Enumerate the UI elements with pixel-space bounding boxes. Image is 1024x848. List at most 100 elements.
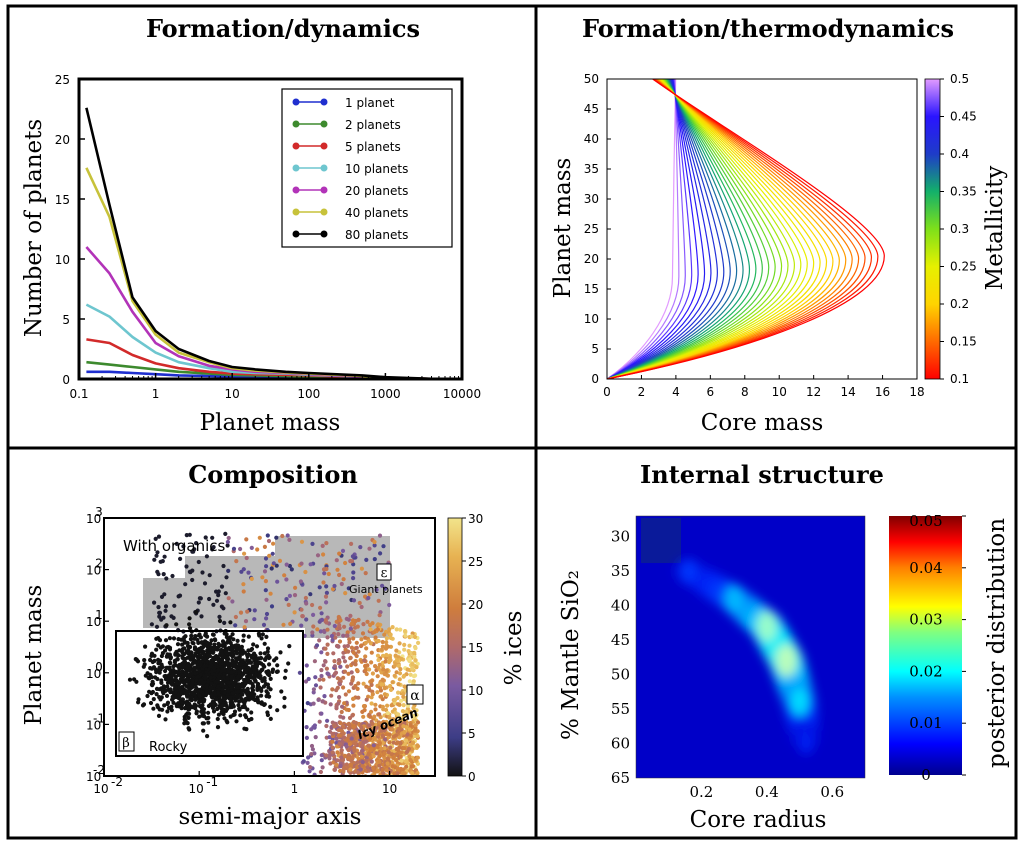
scatter-point [187, 569, 192, 575]
metallicity-curve [607, 79, 873, 379]
scatter-point [341, 715, 346, 720]
scatter-point [211, 709, 217, 714]
legend-marker [292, 120, 300, 128]
scatter-point [245, 676, 251, 682]
scatter-point [171, 664, 176, 669]
scatter-point [214, 598, 220, 603]
y-tick-label: 65 [611, 769, 630, 787]
x-axis-label: semi-major axis [178, 804, 361, 830]
heatmap-cell [641, 518, 681, 563]
scatter-point [254, 656, 260, 661]
metallicity-curve [607, 79, 751, 379]
scatter-point [229, 684, 234, 689]
scatter-point [394, 648, 399, 653]
scatter-point [303, 679, 309, 684]
scatter-point [319, 673, 324, 679]
scatter-point [262, 678, 267, 683]
scatter-point [398, 667, 403, 672]
scatter-point [375, 674, 380, 679]
scatter-point [396, 712, 401, 717]
scatter-point [197, 694, 202, 699]
scatter-point [264, 694, 269, 699]
scatter-point [342, 659, 348, 664]
scatter-point [336, 733, 342, 738]
scatter-point [185, 640, 190, 646]
scatter-point [286, 661, 291, 666]
scatter-point [243, 662, 248, 667]
heatmap-peak [789, 688, 810, 717]
legend-label: 80 planets [345, 228, 408, 242]
scatter-point [163, 717, 168, 722]
scatter-point [220, 651, 225, 656]
scatter-point [372, 735, 377, 740]
scatter-point [319, 617, 325, 623]
x-tick-label: 18 [909, 385, 924, 399]
scatter-point [405, 732, 410, 737]
scatter-point [342, 753, 347, 758]
y-tick-label: 35 [611, 562, 630, 580]
scatter-point [171, 672, 176, 677]
scatter-point [347, 715, 353, 721]
scatter-point [222, 620, 227, 626]
scatter-point [204, 554, 209, 559]
scatter-point [235, 638, 240, 644]
scatter-point [228, 714, 233, 719]
scatter-point [393, 653, 398, 658]
legend-marker [320, 142, 328, 150]
scatter-point [397, 745, 402, 750]
scatter-point [192, 665, 197, 670]
scatter-point [353, 731, 358, 736]
scatter-point [234, 559, 239, 564]
scatter-point [352, 753, 357, 758]
scatter-point [353, 662, 358, 667]
y-tick-label: 40 [611, 597, 630, 615]
scatter-point [373, 702, 378, 707]
scatter-point [184, 679, 189, 684]
scatter-point [157, 670, 162, 675]
scatter-point [325, 642, 330, 647]
scatter-point [322, 571, 327, 576]
scatter-point [257, 670, 263, 675]
scatter-point [151, 697, 156, 702]
metallicity-curve [607, 79, 847, 379]
scatter-point [187, 626, 193, 631]
scatter-point [188, 637, 193, 642]
scatter-point [376, 622, 381, 627]
scatter-point [370, 692, 375, 697]
scatter-point [371, 728, 376, 734]
scatter-point [404, 764, 409, 769]
y-tick-base: 10 [86, 770, 101, 784]
scatter-point [225, 543, 230, 548]
x-tick-label: 10 [382, 782, 397, 796]
scatter-point [407, 754, 412, 759]
scatter-point [237, 662, 242, 667]
scatter-point [229, 670, 234, 675]
scatter-point [400, 767, 406, 772]
scatter-point [174, 681, 179, 686]
scatter-point [219, 709, 224, 715]
scatter-point [154, 686, 160, 692]
y-axis-label: Number of planets [21, 119, 47, 337]
scatter-point [398, 754, 403, 759]
scatter-point [206, 710, 211, 715]
scatter-point [275, 669, 280, 674]
annotation-beta: β [122, 736, 130, 751]
scatter-point [377, 712, 382, 717]
scatter-point [202, 664, 207, 669]
scatter-point [262, 651, 267, 656]
scatter-point [384, 668, 389, 674]
scatter-point [168, 690, 173, 695]
scatter-point [233, 623, 238, 628]
y-tick-label: 30 [611, 528, 630, 546]
scatter-point [382, 737, 388, 742]
scatter-point [407, 679, 412, 684]
scatter-point [266, 671, 271, 676]
scatter-point [187, 532, 192, 537]
scatter-point [337, 682, 342, 687]
scatter-point [359, 566, 364, 571]
scatter-point [340, 704, 345, 709]
scatter-point [283, 668, 288, 673]
scatter-point [383, 586, 388, 591]
scatter-point [392, 721, 397, 726]
scatter-point [390, 727, 395, 732]
